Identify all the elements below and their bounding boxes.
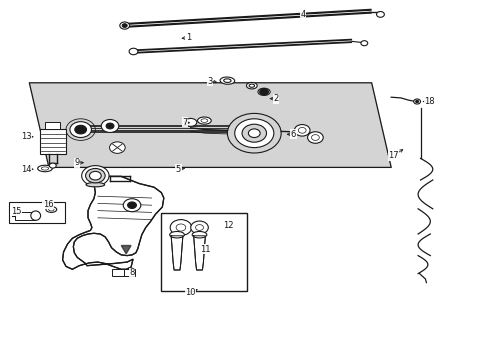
- Circle shape: [360, 41, 367, 46]
- Circle shape: [129, 48, 138, 55]
- Circle shape: [122, 24, 127, 27]
- Ellipse shape: [169, 231, 184, 238]
- Bar: [40, 129, 65, 154]
- Circle shape: [101, 120, 119, 132]
- Ellipse shape: [201, 119, 207, 122]
- Circle shape: [298, 127, 305, 133]
- Circle shape: [127, 202, 136, 208]
- Text: 10: 10: [185, 288, 196, 297]
- Bar: [112, 269, 124, 276]
- Text: 18: 18: [423, 97, 434, 106]
- Text: 3: 3: [207, 77, 212, 85]
- Ellipse shape: [184, 118, 196, 126]
- Circle shape: [413, 99, 420, 104]
- Bar: [15, 212, 35, 220]
- Circle shape: [234, 119, 273, 148]
- Polygon shape: [29, 83, 390, 167]
- Circle shape: [195, 225, 203, 230]
- Ellipse shape: [248, 84, 254, 87]
- Text: 16: 16: [42, 200, 53, 209]
- Circle shape: [120, 22, 129, 29]
- Ellipse shape: [224, 79, 230, 82]
- Text: 14: 14: [20, 165, 31, 174]
- Text: 1: 1: [185, 33, 190, 42]
- Ellipse shape: [48, 208, 54, 211]
- Circle shape: [294, 125, 309, 136]
- Circle shape: [89, 171, 101, 180]
- Ellipse shape: [31, 211, 41, 220]
- Circle shape: [376, 12, 384, 17]
- Circle shape: [259, 89, 268, 95]
- Circle shape: [75, 125, 86, 134]
- Bar: [45, 122, 60, 129]
- Circle shape: [311, 135, 319, 140]
- Circle shape: [415, 100, 418, 103]
- Ellipse shape: [41, 167, 48, 170]
- Circle shape: [49, 163, 56, 168]
- Text: 12: 12: [223, 221, 233, 230]
- Text: 13: 13: [20, 132, 31, 141]
- Ellipse shape: [197, 117, 211, 124]
- Text: 11: 11: [200, 245, 210, 253]
- Text: 4: 4: [300, 10, 305, 19]
- Polygon shape: [121, 246, 131, 254]
- Bar: [123, 269, 135, 276]
- Ellipse shape: [246, 82, 257, 89]
- Circle shape: [109, 142, 125, 153]
- Polygon shape: [62, 176, 163, 269]
- Circle shape: [307, 132, 323, 143]
- Circle shape: [190, 221, 208, 234]
- Ellipse shape: [38, 165, 52, 172]
- Text: 2: 2: [273, 94, 278, 103]
- Circle shape: [81, 166, 109, 186]
- Text: 17: 17: [387, 151, 398, 160]
- Ellipse shape: [192, 231, 206, 238]
- Ellipse shape: [86, 183, 104, 187]
- Circle shape: [248, 129, 260, 138]
- Circle shape: [106, 123, 114, 129]
- Text: 5: 5: [176, 165, 181, 174]
- Text: 8: 8: [129, 268, 134, 277]
- Ellipse shape: [46, 207, 57, 212]
- Polygon shape: [193, 236, 205, 270]
- Circle shape: [70, 122, 91, 138]
- Circle shape: [227, 113, 281, 153]
- Circle shape: [176, 224, 185, 231]
- Text: 7: 7: [182, 118, 187, 127]
- Circle shape: [170, 220, 191, 235]
- Circle shape: [85, 168, 105, 183]
- Text: 6: 6: [290, 130, 295, 139]
- Bar: [9, 202, 65, 223]
- Ellipse shape: [258, 88, 270, 95]
- Circle shape: [123, 199, 141, 212]
- Polygon shape: [171, 236, 183, 270]
- Circle shape: [242, 124, 266, 142]
- Bar: [161, 213, 246, 291]
- Text: 9: 9: [75, 158, 80, 167]
- Ellipse shape: [220, 77, 234, 84]
- Text: 15: 15: [11, 207, 21, 216]
